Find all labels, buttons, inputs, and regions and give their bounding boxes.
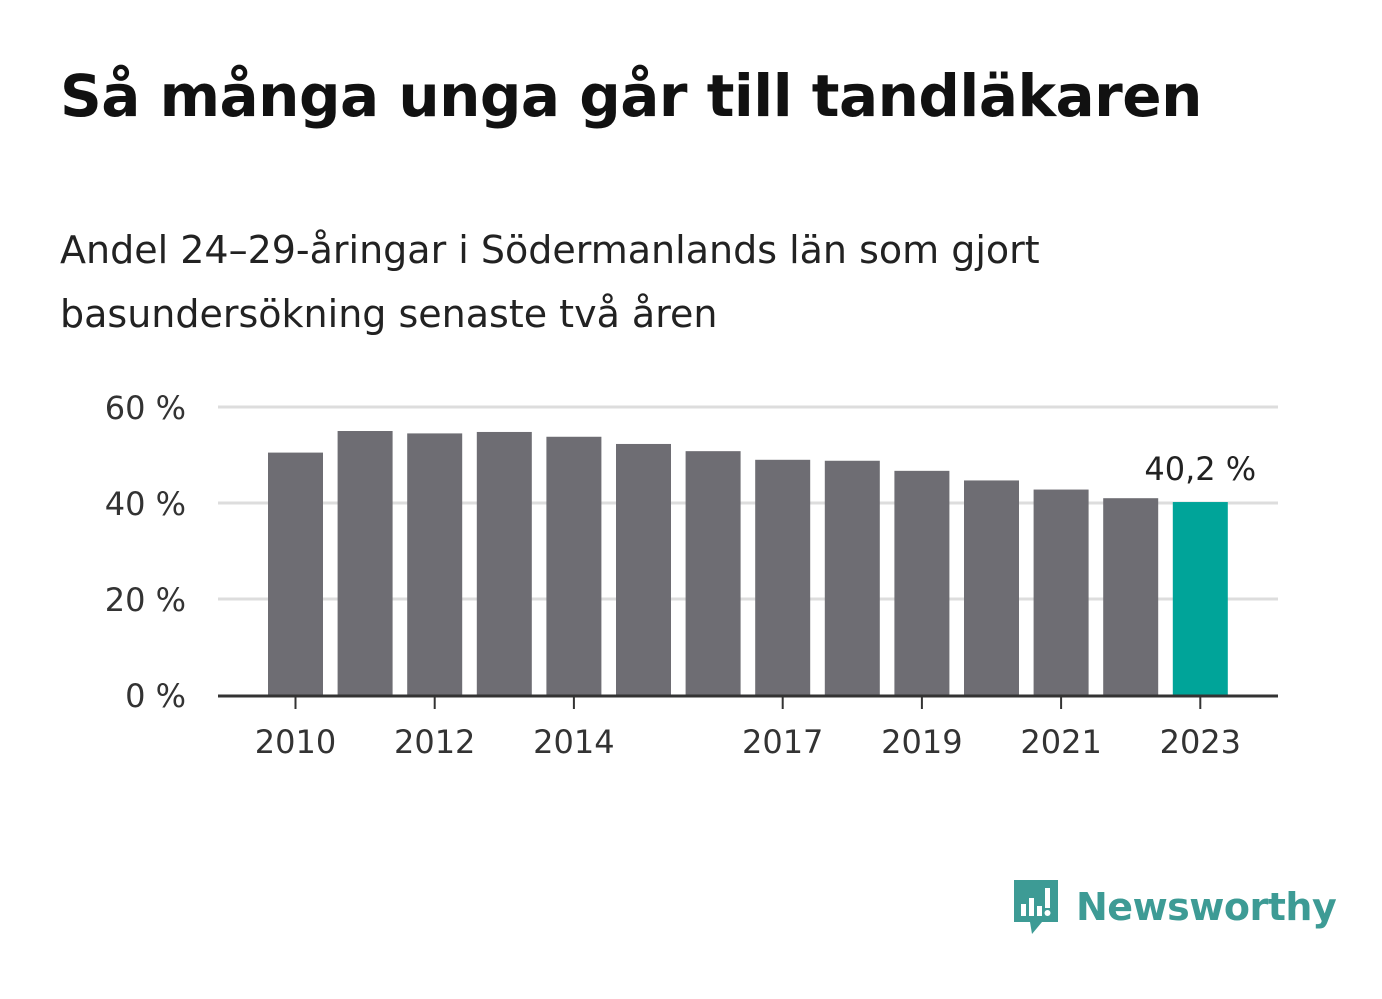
data-label-2023: 40,2 % <box>1144 450 1256 488</box>
bar-2021 <box>1033 489 1089 695</box>
chart-subtitle: Andel 24–29-åringar i Södermanlands län … <box>60 228 1040 336</box>
y-tick-label: 60 % <box>105 389 186 427</box>
y-tick-label: 20 % <box>105 581 186 619</box>
bar-2022 <box>1103 498 1159 695</box>
newsworthy-logo: Newsworthy <box>1010 876 1337 938</box>
chart-title: Så många unga går till tandläkaren <box>60 62 1202 130</box>
bar-2010 <box>268 452 323 695</box>
bar-2014 <box>546 436 602 695</box>
bar-2016 <box>685 451 741 695</box>
bar-2019 <box>894 470 950 695</box>
y-tick-label: 40 % <box>105 485 186 523</box>
x-tick-label: 2017 <box>742 723 823 761</box>
newsworthy-logo-icon <box>1014 880 1058 934</box>
x-tick-label: 2010 <box>255 723 336 761</box>
bar-chart: 0 % 20 % 40 % 60 % 2010 2012 2014 2017 2019 2021 2… <box>105 389 1278 761</box>
y-tick-label: 0 % <box>125 677 186 715</box>
x-tick-label: 2014 <box>533 723 614 761</box>
bar-2017 <box>755 459 811 695</box>
bar-2018 <box>824 460 880 695</box>
x-tick-label: 2023 <box>1160 723 1241 761</box>
x-tick-label: 2021 <box>1020 723 1101 761</box>
x-tick-label: 2012 <box>394 723 475 761</box>
bar-2013 <box>476 431 532 695</box>
bar-2020 <box>964 480 1019 695</box>
bar-2012 <box>407 433 463 695</box>
bar-2015 <box>616 443 671 695</box>
bar-2011 <box>337 431 393 695</box>
x-tick-label: 2019 <box>881 723 962 761</box>
bar-2023 <box>1172 502 1228 695</box>
newsworthy-logo-text: Newsworthy <box>1076 885 1337 929</box>
